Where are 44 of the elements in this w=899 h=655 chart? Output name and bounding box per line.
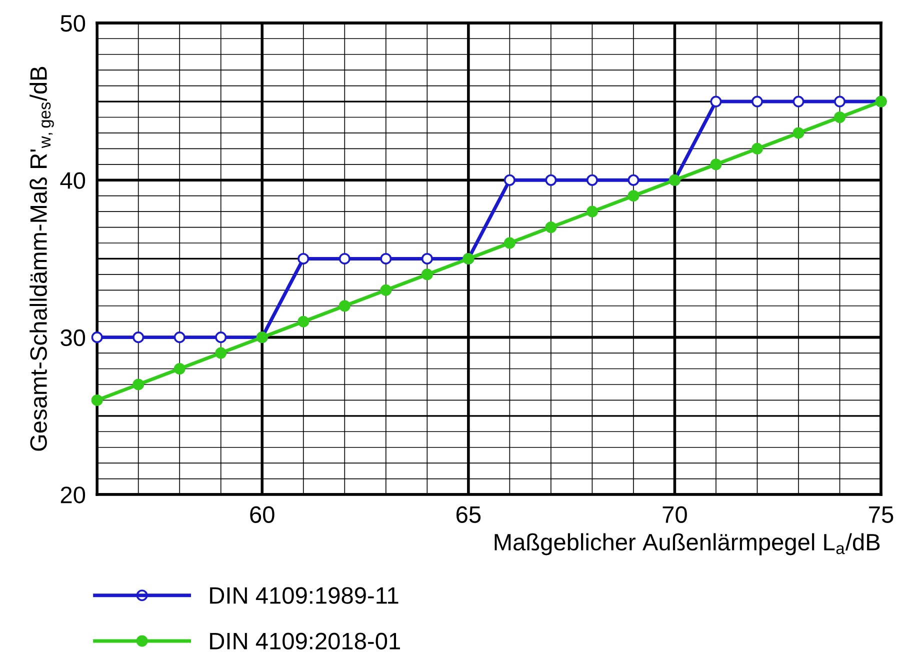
- point: [834, 111, 846, 124]
- point: [380, 284, 392, 296]
- y-axis-title: Gesamt-Schalldämm-Maß R'$_{w,ges}$/dB: [30, 66, 54, 451]
- point: [91, 332, 103, 344]
- point: [380, 252, 392, 264]
- point: [628, 190, 640, 202]
- legend-label: DIN 4109:1989-11: [210, 587, 398, 604]
- point: [545, 222, 557, 234]
- point: [215, 332, 227, 344]
- point: [710, 158, 722, 170]
- x-tick-label: 75: [869, 506, 894, 523]
- point: [215, 347, 227, 359]
- point: [91, 394, 103, 406]
- point: [421, 252, 433, 264]
- point: [132, 378, 144, 390]
- point: [298, 252, 310, 264]
- point: [792, 96, 804, 108]
- point: [586, 174, 598, 186]
- point: [504, 174, 516, 186]
- y-tick-label: 20: [60, 486, 86, 504]
- point: [792, 127, 804, 139]
- x-axis-title: Maßgeblicher Außenlärmpegel L$_{a}$/dB: [494, 533, 880, 556]
- y-tick-label: 50: [60, 14, 86, 32]
- point: [710, 96, 722, 108]
- legend-label: DIN 4109:2018-01: [210, 632, 400, 650]
- point: [504, 237, 516, 249]
- point: [628, 174, 640, 186]
- y-tick-label: 40: [60, 172, 86, 189]
- point: [174, 363, 186, 375]
- point: [834, 96, 846, 108]
- point: [751, 96, 764, 108]
- point: [132, 332, 144, 344]
- point: [338, 300, 350, 312]
- point: [421, 268, 433, 280]
- point: [174, 332, 186, 344]
- x-tick-label: 70: [662, 506, 687, 523]
- point: [545, 174, 557, 186]
- point: [586, 206, 598, 218]
- point: [338, 252, 350, 264]
- x-tick-label: 60: [250, 506, 274, 523]
- point: [298, 316, 310, 328]
- x-tick-label: 65: [456, 506, 481, 523]
- y-tick-label: 30: [60, 329, 86, 346]
- point: [751, 142, 764, 154]
